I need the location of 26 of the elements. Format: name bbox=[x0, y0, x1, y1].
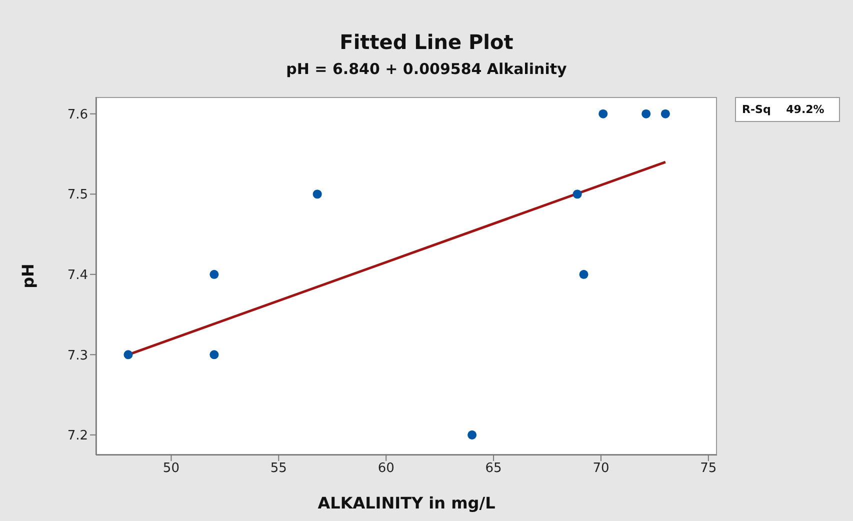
y-tick-label: 7.4 bbox=[67, 268, 88, 284]
x-tick-label: 55 bbox=[270, 461, 287, 476]
point bbox=[210, 270, 219, 279]
point bbox=[124, 350, 133, 360]
x-tick-label: 75 bbox=[700, 461, 717, 476]
point bbox=[642, 109, 651, 118]
point bbox=[468, 430, 477, 440]
x-tick-label: 60 bbox=[378, 461, 394, 476]
chart-subtitle: pH = 6.840 + 0.009584 Alkalinity bbox=[285, 60, 568, 78]
y-tick-label: 7.6 bbox=[67, 107, 88, 122]
point bbox=[312, 190, 322, 199]
point bbox=[598, 109, 608, 118]
y-tick-label: 7.3 bbox=[67, 348, 88, 364]
x-tick-label: 65 bbox=[485, 461, 502, 476]
x-axis-title: ALKALINITY in mg/L bbox=[318, 493, 496, 512]
point bbox=[579, 270, 588, 279]
point bbox=[210, 350, 219, 360]
point bbox=[572, 190, 582, 199]
y-tick-label: 7.5 bbox=[67, 188, 88, 203]
y-axis-title: pH bbox=[18, 264, 38, 288]
text: R-Sq 49.2% bbox=[735, 97, 840, 122]
x-tick-label: 70 bbox=[592, 461, 610, 476]
chart-title: Fitted Line Plot bbox=[338, 30, 514, 54]
point bbox=[660, 109, 670, 118]
y-tick-label: 7.2 bbox=[67, 428, 88, 444]
x-tick-label: 50 bbox=[162, 461, 180, 476]
